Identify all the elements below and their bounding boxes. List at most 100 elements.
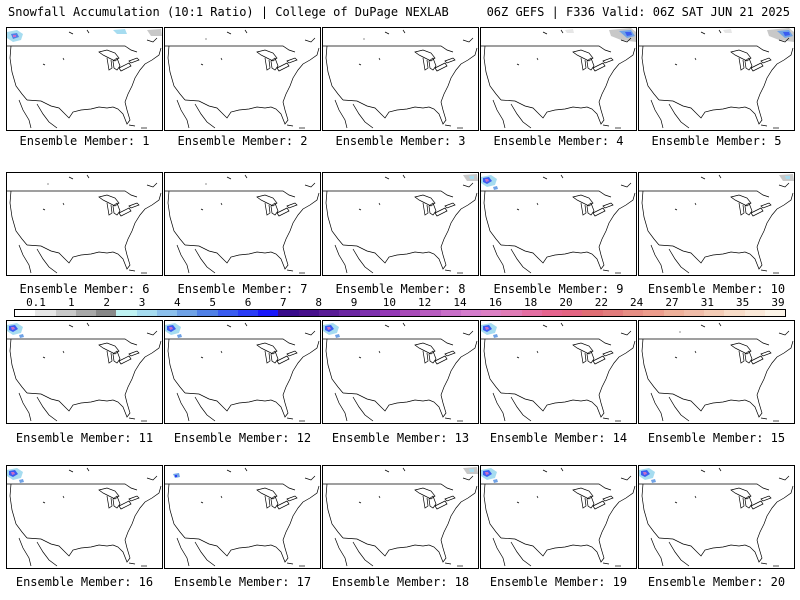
colorbar-tick-label: 4 bbox=[174, 296, 181, 309]
us-outline-map bbox=[639, 467, 794, 567]
colorbar-tick-label: 12 bbox=[418, 296, 432, 309]
ensemble-member-map bbox=[638, 27, 795, 131]
colorbar-cell bbox=[602, 310, 623, 316]
colorbar-cell bbox=[683, 310, 705, 316]
ensemble-member-label: Ensemble Member: 2 bbox=[177, 134, 308, 148]
ensemble-member-label: Ensemble Member: 20 bbox=[647, 575, 786, 589]
us-outline-map bbox=[165, 322, 320, 422]
us-outline-map bbox=[165, 467, 320, 567]
colorbar-tick-label: 31 bbox=[700, 296, 714, 309]
colorbar-tick-label: 7 bbox=[280, 296, 287, 309]
ensemble-member-label: Ensemble Member: 18 bbox=[331, 575, 470, 589]
us-outline-map bbox=[165, 174, 320, 274]
colorbar-tick-label: 20 bbox=[559, 296, 573, 309]
colorbar-cell bbox=[460, 310, 482, 316]
ensemble-member-label: Ensemble Member: 16 bbox=[15, 575, 154, 589]
us-outline-map bbox=[639, 322, 794, 422]
ensemble-member-map bbox=[6, 465, 163, 569]
us-outline-map bbox=[481, 322, 636, 422]
colorbar-tick-label: 10 bbox=[382, 296, 396, 309]
us-outline-map bbox=[7, 29, 162, 129]
colorbar-cell bbox=[339, 310, 360, 316]
colorbar-cell bbox=[177, 310, 198, 316]
us-outline-map bbox=[165, 29, 320, 129]
colorbar-tick-label: 16 bbox=[488, 296, 502, 309]
ensemble-member-map bbox=[6, 172, 163, 276]
colorbar-cell bbox=[521, 310, 542, 316]
ensemble-member-label: Ensemble Member: 10 bbox=[647, 282, 786, 296]
ensemble-member-map bbox=[6, 320, 163, 424]
colorbar-cell bbox=[744, 310, 765, 316]
colorbar-tick-label: 18 bbox=[524, 296, 538, 309]
ensemble-member-label: Ensemble Member: 1 bbox=[19, 134, 150, 148]
ensemble-member-label: Ensemble Member: 13 bbox=[331, 431, 470, 445]
us-outline-map bbox=[323, 174, 478, 274]
ensemble-member-map bbox=[322, 465, 479, 569]
ensemble-member-label: Ensemble Member: 3 bbox=[335, 134, 466, 148]
colorbar-tick-label: 14 bbox=[453, 296, 467, 309]
colorbar-tick-label: 5 bbox=[209, 296, 216, 309]
colorbar-tick-label: 3 bbox=[138, 296, 146, 309]
colorbar-cell bbox=[764, 310, 786, 316]
ensemble-member-map bbox=[638, 465, 795, 569]
colorbar-cell bbox=[75, 310, 97, 316]
colorbar-cell bbox=[481, 310, 502, 316]
ensemble-member-label: Ensemble Member: 9 bbox=[493, 282, 624, 296]
us-outline-map bbox=[323, 29, 478, 129]
ensemble-member-map bbox=[480, 27, 637, 131]
colorbar-cell bbox=[156, 310, 178, 316]
colorbar-cell bbox=[582, 310, 603, 316]
colorbar-tick-label: 39 bbox=[771, 296, 785, 309]
colorbar-cell bbox=[643, 310, 664, 316]
colorbar-tick-label: 35 bbox=[736, 296, 750, 309]
colorbar-cell bbox=[622, 310, 644, 316]
colorbar-cell bbox=[379, 310, 401, 316]
colorbar-cell bbox=[501, 310, 522, 316]
colorbar-tick-label: 0.1 bbox=[26, 296, 46, 309]
us-outline-map bbox=[7, 467, 162, 567]
colorbar-tick-label: 27 bbox=[665, 296, 679, 309]
ensemble-member-map bbox=[638, 172, 795, 276]
colorbar-tick-label: 9 bbox=[350, 296, 358, 309]
ensemble-member-map bbox=[480, 465, 637, 569]
colorbar-cell bbox=[15, 310, 36, 316]
ensemble-member-label: Ensemble Member: 17 bbox=[173, 575, 312, 589]
colorbar-cell bbox=[359, 310, 380, 316]
ensemble-member-map bbox=[164, 320, 321, 424]
us-outline-map bbox=[481, 28, 636, 129]
colorbar-tick-label: 8 bbox=[315, 296, 322, 309]
colorbar-cell bbox=[35, 310, 56, 316]
ensemble-member-map bbox=[322, 320, 479, 424]
ensemble-member-label: Ensemble Member: 15 bbox=[647, 431, 786, 445]
ensemble-member-map bbox=[164, 172, 321, 276]
colorbar-cell bbox=[298, 310, 319, 316]
colorbar-tick-label: 1 bbox=[68, 296, 75, 309]
ensemble-member-label: Ensemble Member: 4 bbox=[493, 134, 624, 148]
colorbar-tick-label: 24 bbox=[630, 296, 644, 309]
colorbar-cell bbox=[400, 310, 421, 316]
ensemble-member-map bbox=[480, 320, 637, 424]
run-valid-time: 06Z GEFS | F336 Valid: 06Z SAT JUN 21 20… bbox=[486, 5, 790, 19]
colorbar-cell bbox=[258, 310, 279, 316]
ensemble-member-map bbox=[638, 320, 795, 424]
ensemble-member-map bbox=[164, 465, 321, 569]
ensemble-member-map bbox=[322, 172, 479, 276]
colorbar-cell bbox=[420, 310, 441, 316]
colorbar-tick-label: 22 bbox=[594, 296, 608, 309]
colorbar-cell bbox=[278, 310, 299, 316]
colorbar-cell bbox=[116, 310, 137, 316]
colorbar-cell bbox=[440, 310, 461, 316]
us-outline-map bbox=[481, 174, 636, 274]
colorbar-cell bbox=[136, 310, 157, 316]
us-outline-map bbox=[639, 174, 794, 274]
snowfall-colorbar bbox=[14, 309, 786, 317]
ensemble-member-label: Ensemble Member: 5 bbox=[651, 134, 782, 148]
ensemble-member-map bbox=[480, 172, 637, 276]
ensemble-member-map bbox=[164, 27, 321, 131]
us-outline-map bbox=[7, 322, 162, 422]
ensemble-member-label: Ensemble Member: 6 bbox=[19, 282, 150, 296]
us-outline-map bbox=[323, 322, 478, 422]
colorbar-cell bbox=[704, 310, 725, 316]
colorbar-cell bbox=[55, 310, 76, 316]
colorbar-cell bbox=[562, 310, 583, 316]
